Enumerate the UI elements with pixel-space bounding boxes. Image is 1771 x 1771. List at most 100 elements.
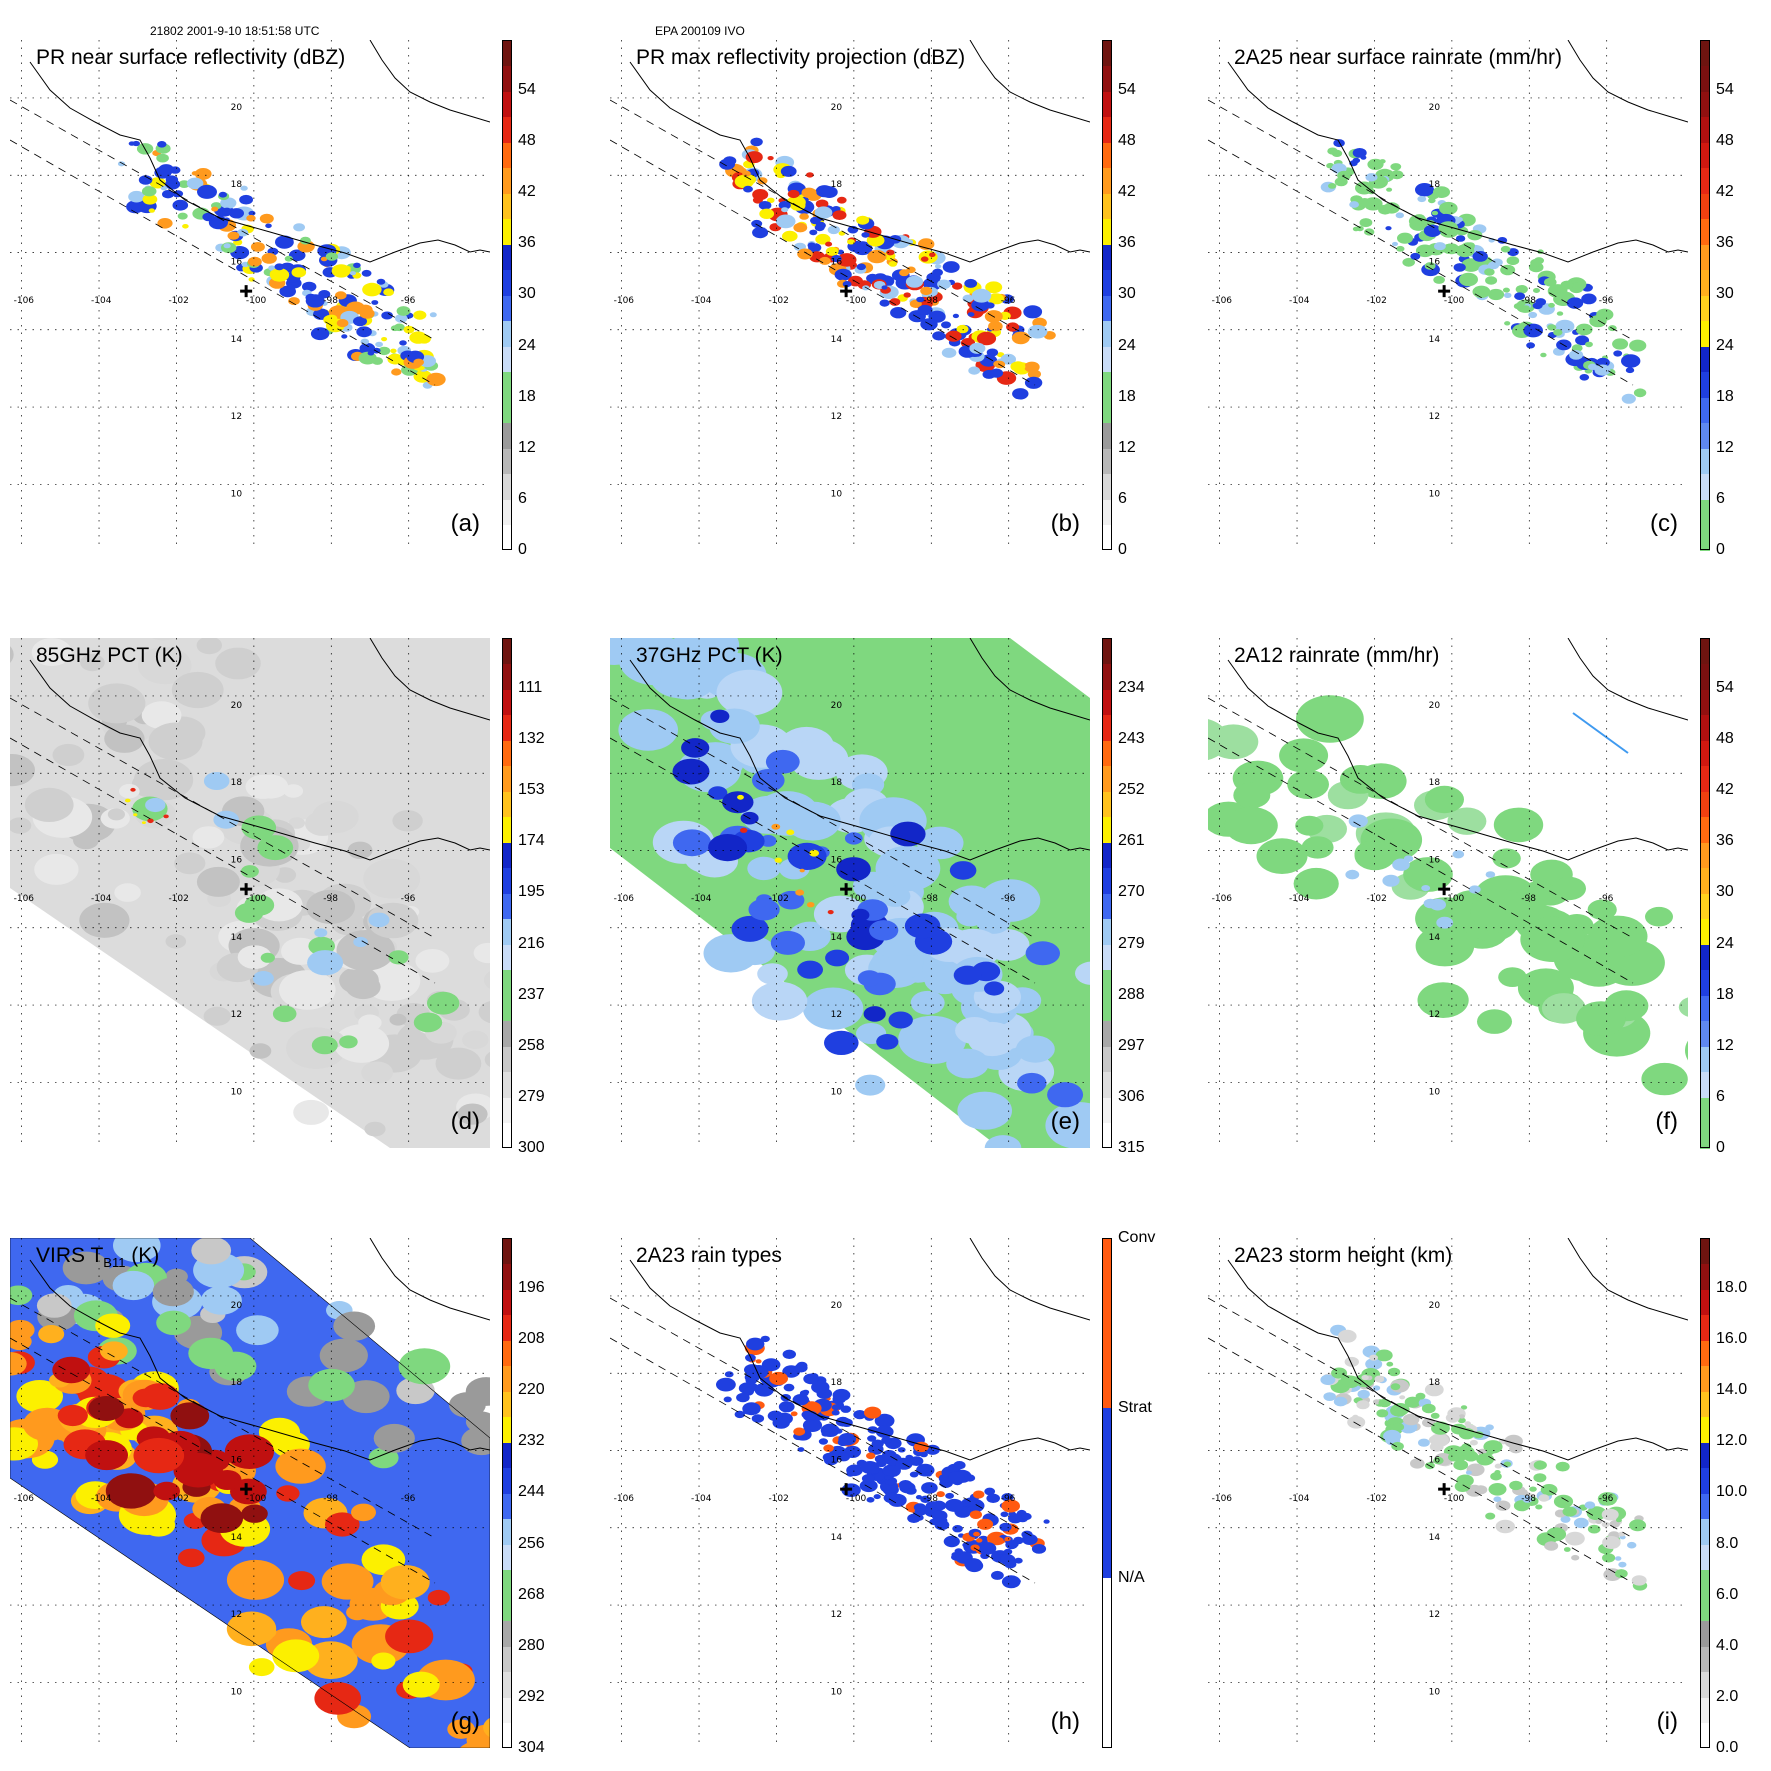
panel-title: 85GHz PCT (K) <box>36 644 183 667</box>
lat-label: 20 <box>1429 103 1441 113</box>
colorbar-tick-label: 42 <box>1716 781 1734 799</box>
lat-label: 20 <box>831 701 843 711</box>
coastline <box>29 61 490 263</box>
lat-label: 10 <box>231 489 243 499</box>
colorbar-segment <box>1102 1578 1112 1748</box>
colorbar-segment <box>1700 448 1710 474</box>
colorbar-segment <box>1102 995 1112 1021</box>
colorbar-segment <box>502 218 512 245</box>
panel-title: 2A23 storm height (km) <box>1234 1244 1453 1267</box>
colorbar-tick-label: 6 <box>1118 489 1127 507</box>
colorbar-segment <box>1102 244 1112 270</box>
colorbar-frame <box>1102 638 1112 1148</box>
colorbar-tick-label: 244 <box>518 1483 545 1501</box>
lon-label: -102 <box>168 1494 188 1504</box>
colorbar-tick-label: 54 <box>1716 81 1734 98</box>
colorbar-tick-label: 270 <box>1118 883 1145 901</box>
colorbar-tick-label: 12.0 <box>1716 1432 1748 1450</box>
swath-edges <box>10 697 436 984</box>
coastline <box>1227 1259 1688 1461</box>
colorbar-segment <box>502 65 512 92</box>
lon-label: -98 <box>323 894 338 904</box>
lon-label: -98 <box>923 296 938 306</box>
colorbar-b: 54 48 42 36 30 24 18 12 6 0 <box>1102 40 1162 558</box>
lon-label: -100 <box>246 1494 267 1504</box>
colorbar-segment <box>1700 714 1710 741</box>
colorbar-segment <box>502 791 512 817</box>
colorbar-tick-label: 42 <box>1118 183 1136 201</box>
colorbar-tick-label: 304 <box>518 1739 545 1756</box>
colorbar-h: Conv Strat N/A <box>1102 1229 1162 1748</box>
colorbar-segment <box>502 524 512 551</box>
colorbar-tick-label: 195 <box>518 883 545 901</box>
colorbar-segment <box>502 1442 512 1468</box>
coastline <box>29 1259 490 1461</box>
colorbar-tick-label: 6 <box>518 489 527 507</box>
colorbar-segment <box>502 1544 512 1570</box>
lat-label: 10 <box>1429 1687 1441 1697</box>
colorbar-tick-label: 18 <box>1716 387 1734 405</box>
lat-label: 14 <box>831 335 843 345</box>
lat-label: 14 <box>1429 335 1441 345</box>
colorbar-tick-label: Conv <box>1118 1229 1156 1246</box>
colorbar-tick-label: 2.0 <box>1716 1687 1739 1705</box>
lat-label: 20 <box>231 701 243 711</box>
lon-label: -100 <box>1444 894 1465 904</box>
colorbar-c: 54 48 42 36 30 24 18 12 6 0 <box>1700 40 1760 558</box>
colorbar-frame <box>1102 40 1112 550</box>
colorbar-tick-label: 48 <box>518 132 536 150</box>
colorbar-frame <box>1102 1238 1112 1748</box>
colorbar-segment <box>502 269 512 296</box>
coastline-north <box>369 40 490 123</box>
rain-areas <box>1208 695 1688 1096</box>
colorbar-segment <box>502 1046 512 1072</box>
colorbar-segment <box>502 969 512 996</box>
colorbar-tick-label: 292 <box>518 1687 545 1705</box>
colorbar-segment <box>1700 499 1710 525</box>
panel-label: (g) <box>450 1708 480 1735</box>
colorbar-tick-label: 237 <box>518 985 545 1003</box>
lat-label: 12 <box>831 1610 842 1620</box>
colorbar-segment <box>502 842 512 868</box>
colorbar-tick-label: 48 <box>1716 132 1734 150</box>
lat-label: 12 <box>1429 1010 1440 1020</box>
storm-center-marker <box>840 883 853 896</box>
lat-label: 10 <box>231 1087 243 1097</box>
colorbar-segment <box>1102 1071 1112 1098</box>
colorbar-tick-label: 0 <box>1716 541 1725 558</box>
lat-label: 16 <box>1429 856 1441 866</box>
panel-label: (c) <box>1650 510 1678 537</box>
colorbar-tick-label: 48 <box>1118 132 1136 150</box>
colorbar-segment <box>1700 142 1710 168</box>
colorbar-a: 54 48 42 36 30 24 18 12 6 0 <box>502 40 562 558</box>
colorbar-tick-label: 48 <box>1716 730 1734 748</box>
colorbar-segment <box>1102 295 1112 321</box>
colorbar-segment <box>502 944 512 970</box>
coastline-north <box>1567 40 1688 123</box>
panel-title: PR max reflectivity projection (dBZ) <box>636 46 966 69</box>
colorbar-segment <box>1102 218 1112 245</box>
map-e: -106 -104 -102 -100 -98 -96 20 18 16 14 12 10 <box>610 638 1090 1148</box>
colorbar-frame <box>502 1238 512 1748</box>
colorbar-tick-label: 16.0 <box>1716 1330 1748 1348</box>
colorbar-segment <box>502 1416 512 1443</box>
graticule <box>610 40 1090 550</box>
colorbar-tick-label: 42 <box>1716 183 1734 201</box>
colorbar-segment <box>502 320 512 347</box>
colorbar-tick-label: 14.0 <box>1716 1381 1748 1399</box>
coastline <box>29 659 490 861</box>
lon-label: -102 <box>1366 296 1386 306</box>
colorbar-segment <box>1700 1122 1710 1149</box>
colorbar-tick-label: 30 <box>1716 883 1734 901</box>
colorbar-tick-label: 6.0 <box>1716 1585 1739 1603</box>
colorbar-segment <box>1700 944 1710 970</box>
colorbar-frame <box>502 638 512 1148</box>
colorbar-segment <box>1102 918 1112 945</box>
colorbar-segment <box>1700 422 1710 449</box>
header-orbit-time: 21802 2001-9-10 18:51:58 UTC <box>150 24 320 38</box>
lat-label: 14 <box>831 1533 843 1543</box>
coastline <box>1227 659 1688 861</box>
colorbar-segment <box>502 116 512 143</box>
swath-edges <box>610 697 1036 984</box>
lon-label: -106 <box>14 1494 35 1504</box>
